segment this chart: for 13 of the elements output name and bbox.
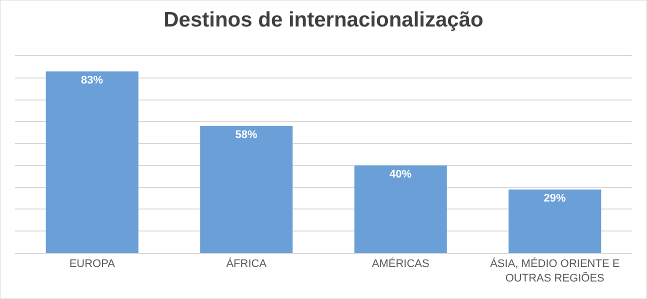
data-label: 83% [81, 74, 104, 86]
x-tick-label: EUROPA [69, 258, 116, 270]
chart-title: Destinos de internacionalização [164, 8, 484, 32]
bar [354, 165, 447, 253]
x-tick-label: ÁSIA, MÉDIO ORIENTE E OUTRAS REGIÕES [490, 257, 620, 284]
data-label: 29% [544, 192, 566, 205]
data-label: 58% [235, 129, 258, 142]
data-label: 40% [390, 168, 412, 180]
x-tick-label: AMÉRICAS [372, 257, 430, 270]
bar [46, 71, 138, 253]
x-tick-label: ÁFRICA [226, 257, 268, 270]
bar [200, 126, 293, 253]
bar [508, 190, 602, 253]
